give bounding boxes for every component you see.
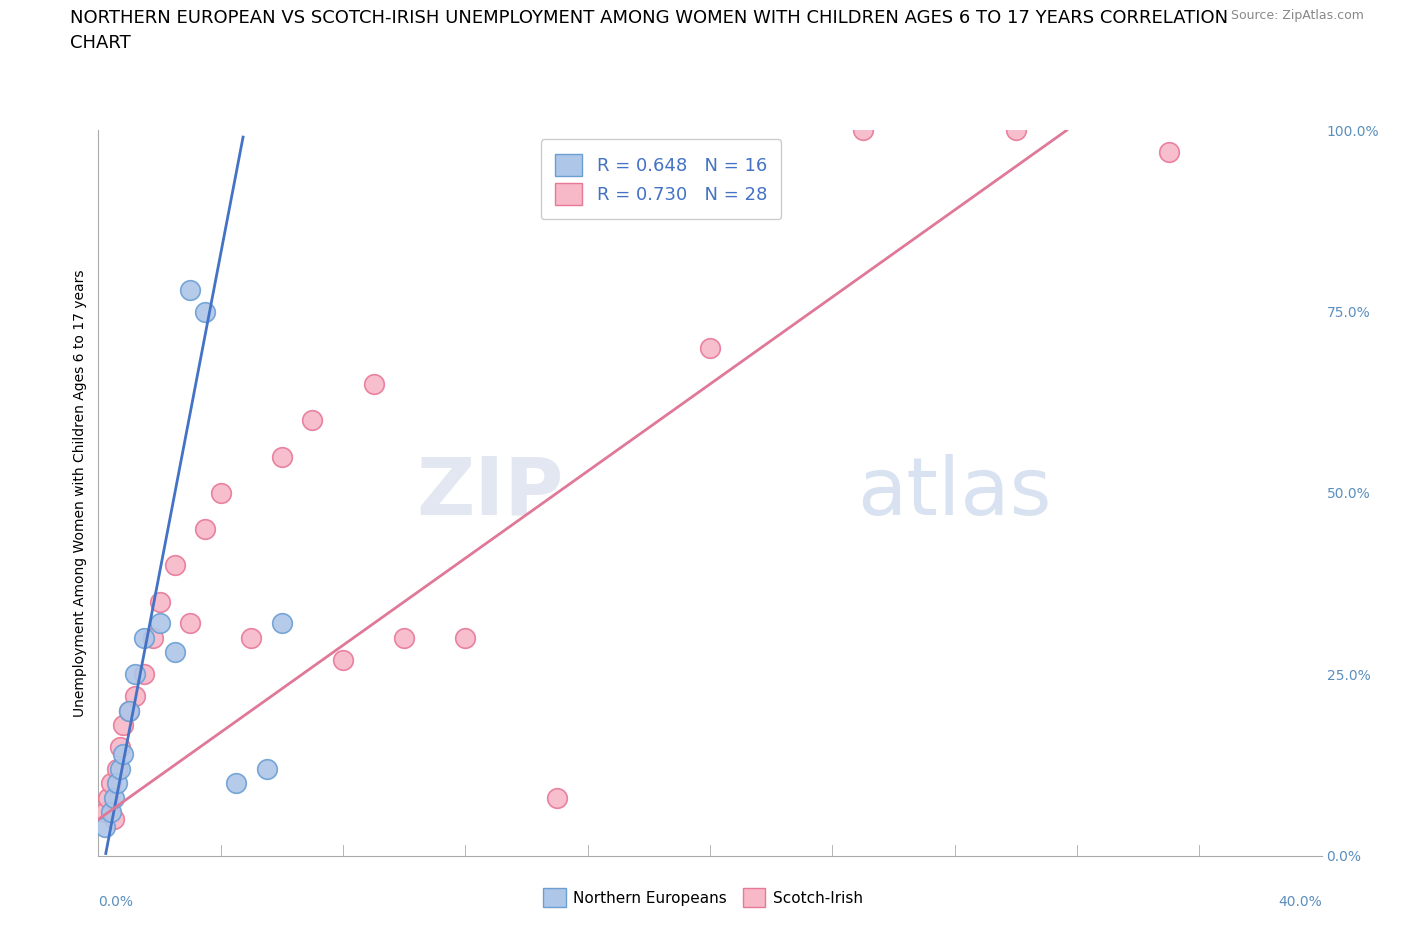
Point (852, 123, 875, 138)
Point (179, 616, 201, 631)
Point (256, 761, 278, 776)
Point (93, 804, 115, 819)
Text: 40.0%: 40.0% (1278, 896, 1322, 910)
Legend: Northern Europeans, Scotch-Irish: Northern Europeans, Scotch-Irish (537, 883, 869, 913)
Point (124, 667, 146, 682)
Text: CHART: CHART (70, 34, 131, 52)
Point (118, 703, 141, 718)
Point (134, 631, 156, 645)
Text: atlas: atlas (856, 454, 1052, 532)
Point (163, 645, 186, 660)
Point (270, 449, 294, 464)
Text: 0.0%: 0.0% (98, 896, 134, 910)
Point (332, 652, 354, 667)
Point (194, 522, 217, 537)
Point (93, 819, 115, 834)
Point (1004, 123, 1026, 138)
Text: Source: ZipAtlas.com: Source: ZipAtlas.com (1230, 9, 1364, 22)
Point (1157, 144, 1180, 159)
Point (134, 667, 156, 682)
Point (97, 790, 120, 805)
Point (111, 747, 134, 762)
Text: NORTHERN EUROPEAN VS SCOTCH-IRISH UNEMPLOYMENT AMONG WOMEN WITH CHILDREN AGES 6 : NORTHERN EUROPEAN VS SCOTCH-IRISH UNEMPL… (70, 9, 1229, 27)
Point (209, 485, 232, 500)
Point (108, 739, 131, 754)
Point (454, 631, 477, 645)
Point (163, 558, 186, 573)
Point (103, 790, 125, 805)
Point (149, 616, 172, 631)
Point (105, 761, 128, 776)
Point (105, 776, 128, 790)
Point (100, 804, 122, 819)
Point (301, 413, 323, 428)
Point (142, 631, 165, 645)
Point (225, 776, 247, 790)
Text: ZIP: ZIP (416, 454, 564, 532)
Point (363, 377, 385, 392)
Point (699, 340, 721, 355)
Point (118, 703, 141, 718)
Point (270, 616, 294, 631)
Point (546, 790, 568, 805)
Point (149, 594, 172, 609)
Point (240, 631, 263, 645)
Point (103, 812, 125, 827)
Point (194, 304, 217, 319)
Point (179, 283, 201, 298)
Y-axis label: Unemployment Among Women with Children Ages 6 to 17 years: Unemployment Among Women with Children A… (73, 269, 87, 717)
Point (392, 631, 416, 645)
Point (124, 688, 146, 703)
Point (100, 776, 122, 790)
Point (111, 718, 134, 733)
Point (108, 761, 131, 776)
Legend: R = 0.648   N = 16, R = 0.730   N = 28: R = 0.648 N = 16, R = 0.730 N = 28 (541, 140, 782, 219)
